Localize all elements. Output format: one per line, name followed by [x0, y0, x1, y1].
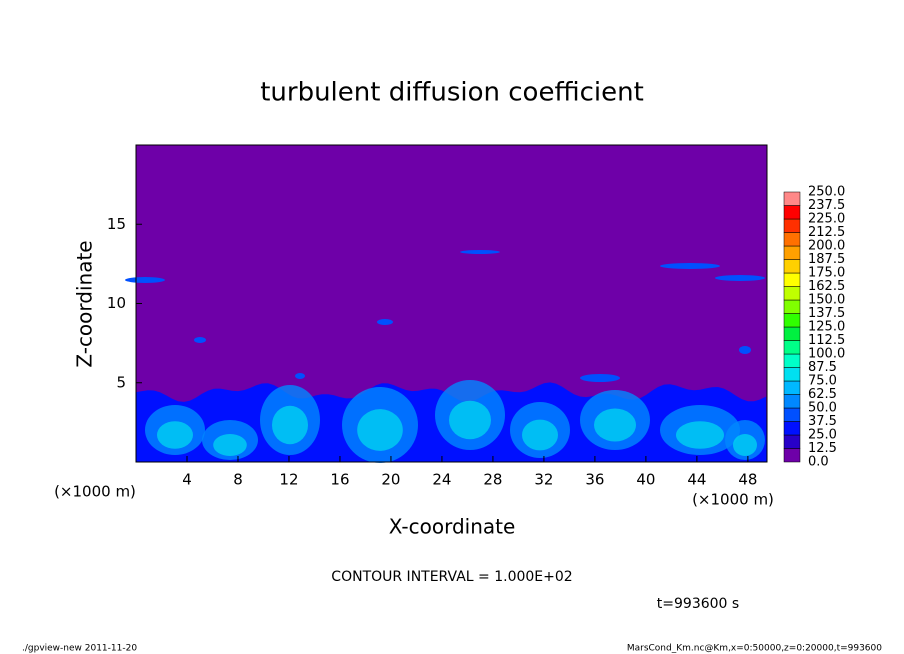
y-tick-label: 15 — [107, 215, 126, 233]
contour-interval: CONTOUR INTERVAL = 1.000E+02 — [331, 569, 572, 585]
x-tick-label: 32 — [534, 471, 553, 489]
x-tick-label: 4 — [182, 471, 192, 489]
x-tick-label: 48 — [738, 471, 757, 489]
colorbar-band — [783, 326, 801, 341]
colorbar-label: 100.0 — [808, 347, 845, 362]
eddy — [213, 434, 247, 456]
footer-left: ./gpview-new 2011-11-20 — [22, 644, 137, 654]
colorbar-band — [783, 421, 801, 436]
x-tick-label: 28 — [483, 471, 502, 489]
colorbar-label: 237.5 — [808, 198, 845, 213]
x-unit-label: (×1000 m) — [54, 483, 136, 501]
colorbar-label: 162.5 — [808, 279, 845, 294]
colorbar-band — [783, 340, 801, 355]
x-tick-label: 8 — [233, 471, 243, 489]
colorbar-label: 25.0 — [808, 428, 837, 443]
colorbar-band — [783, 286, 801, 301]
colorbar-label: 112.5 — [808, 333, 845, 348]
eddy — [157, 421, 193, 449]
eddy — [594, 408, 636, 442]
colorbar-band — [783, 407, 801, 422]
colorbar-label: 50.0 — [808, 401, 837, 416]
chart-title: turbulent diffusion coefficient — [260, 78, 644, 108]
colorbar-label: 175.0 — [808, 266, 845, 281]
eddy — [272, 405, 308, 445]
patch — [739, 346, 751, 354]
colorbar-label: 125.0 — [808, 320, 845, 335]
eddy — [357, 409, 403, 451]
colorbar-band — [783, 313, 801, 328]
colorbar-band — [783, 259, 801, 274]
patch — [125, 277, 165, 283]
colorbar-label: 37.5 — [808, 414, 837, 429]
patch — [194, 337, 206, 343]
colorbar-band — [783, 218, 801, 233]
colorbar-label: 75.0 — [808, 374, 837, 389]
colorbar-band — [783, 367, 801, 382]
colorbar-label: 212.5 — [808, 225, 845, 240]
eddy — [733, 434, 757, 456]
x-axis-label: X-coordinate — [389, 515, 516, 539]
colorbar-label: 187.5 — [808, 252, 845, 267]
footer-right: MarsCond_Km.nc@Km,x=0:50000,z=0:20000,t=… — [627, 644, 882, 654]
patch — [295, 373, 305, 379]
colorbar-label: 12.5 — [808, 441, 837, 456]
colorbar-band — [783, 272, 801, 287]
patch — [660, 263, 720, 269]
x-tick-label: 20 — [381, 471, 400, 489]
colorbar-band — [783, 380, 801, 395]
colorbar-band — [783, 205, 801, 220]
y-axis-label: Z-coordinate — [73, 240, 97, 367]
patch — [715, 275, 765, 281]
colorbar-label: 137.5 — [808, 306, 845, 321]
contour-field — [125, 145, 767, 463]
patch — [460, 250, 500, 254]
x-tick-label: 16 — [330, 471, 349, 489]
x-tick-label: 12 — [279, 471, 298, 489]
colorbar-band — [783, 448, 801, 463]
x-tick-label: 40 — [636, 471, 655, 489]
colorbar-band — [783, 394, 801, 409]
colorbar-band — [783, 299, 801, 314]
x-tick-label: 24 — [432, 471, 451, 489]
y-tick-label: 10 — [107, 294, 126, 312]
colorbar-label: 62.5 — [808, 387, 837, 402]
eddy — [449, 400, 491, 440]
colorbar-band — [783, 232, 801, 247]
patch — [580, 374, 620, 382]
eddy — [676, 421, 724, 449]
patch — [377, 319, 393, 325]
colorbar-label: 250.0 — [808, 185, 845, 200]
colorbar-band — [783, 434, 801, 449]
colorbar-band — [783, 191, 801, 206]
colorbar-label: 150.0 — [808, 293, 845, 308]
colorbar-band — [783, 245, 801, 260]
eddy — [522, 419, 558, 451]
y-tick-label: 5 — [116, 373, 126, 391]
x-unit-label: (×1000 m) — [692, 491, 774, 509]
colorbar-band — [783, 353, 801, 368]
x-tick-label: 44 — [687, 471, 706, 489]
time-label: t=993600 s — [657, 596, 739, 612]
colorbar-label: 87.5 — [808, 360, 837, 375]
colorbar-label: 200.0 — [808, 239, 845, 254]
colorbar-label: 0.0 — [808, 455, 829, 470]
colorbar-label: 225.0 — [808, 212, 845, 227]
x-tick-label: 36 — [585, 471, 604, 489]
